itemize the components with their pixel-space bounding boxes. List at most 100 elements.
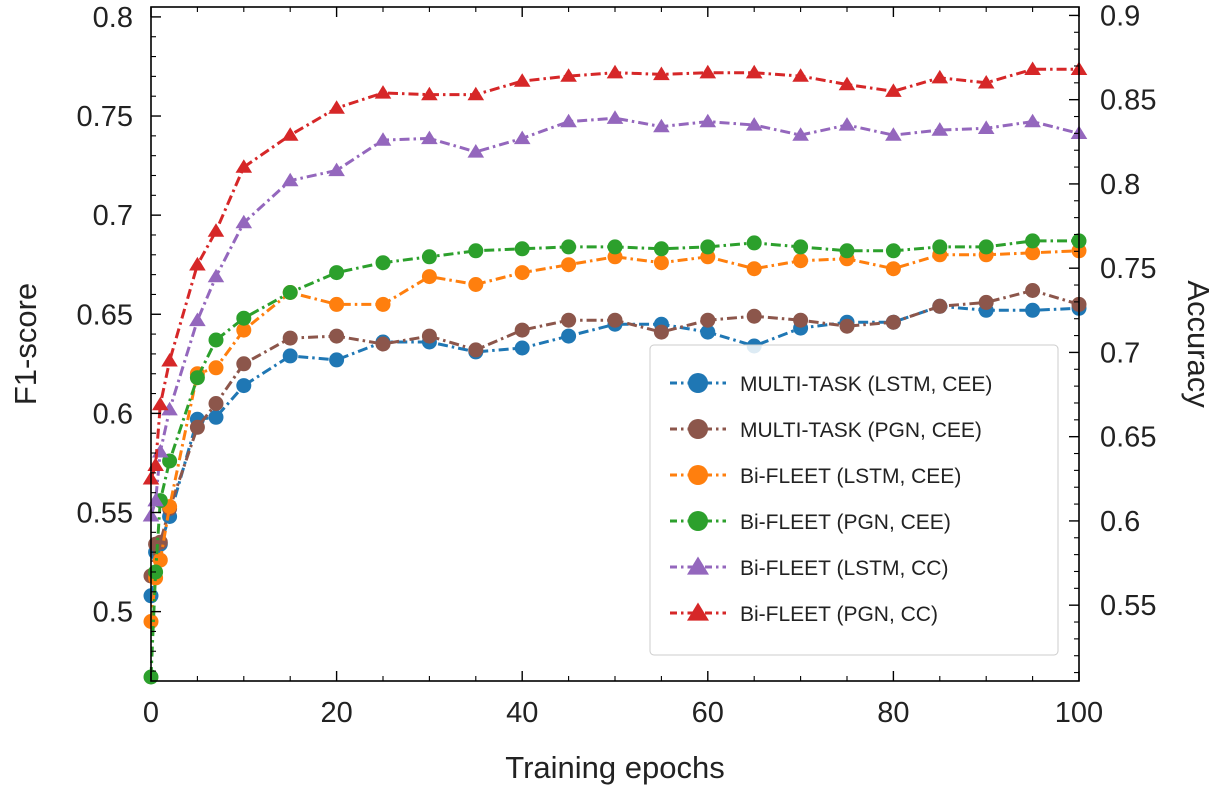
data-point	[838, 76, 856, 91]
legend-label: Bi-FLEET (PGN, CEE)	[740, 511, 951, 534]
data-point	[375, 296, 391, 312]
data-point	[514, 241, 530, 257]
y-tick-label: 0.65	[77, 299, 133, 331]
data-point	[421, 249, 437, 265]
data-point	[236, 378, 252, 394]
y-tick-label: 0.5	[93, 597, 133, 629]
data-point	[329, 352, 345, 368]
data-point	[375, 255, 391, 271]
legend-marker	[688, 419, 708, 439]
data-point	[793, 312, 809, 328]
data-point	[421, 130, 438, 145]
data-point	[374, 85, 392, 99]
data-point	[793, 239, 809, 255]
data-point	[560, 68, 577, 82]
legend-marker	[688, 511, 708, 531]
data-point	[208, 332, 224, 348]
legend-marker	[687, 602, 709, 621]
data-point	[189, 312, 206, 327]
data-point	[328, 162, 345, 177]
data-point	[561, 239, 577, 255]
data-point	[235, 159, 253, 173]
data-point	[978, 239, 994, 255]
data-point	[161, 353, 178, 367]
data-point	[885, 127, 902, 141]
y-tick-label: 0.8	[93, 2, 133, 34]
x-axis-title: Training epochs	[505, 750, 724, 785]
legend: MULTI-TASK (LSTM, CEE) MULTI-TASK (PGN, C…	[649, 344, 1059, 656]
data-point	[513, 130, 531, 145]
data-point	[885, 83, 902, 97]
data-point	[514, 265, 530, 281]
data-point	[977, 120, 995, 134]
legend-label: Bi-FLEET (LSTM, CEE)	[740, 465, 961, 488]
data-point	[281, 127, 299, 141]
data-point	[561, 257, 577, 273]
x-tick-label: 40	[506, 697, 538, 729]
data-point	[700, 239, 716, 255]
y2-tick-label: 0.6	[1100, 506, 1140, 538]
data-point	[792, 127, 809, 141]
data-point	[977, 75, 995, 89]
data-point	[839, 243, 855, 259]
series-3	[143, 233, 1087, 685]
data-point	[152, 552, 168, 568]
data-point	[885, 261, 901, 277]
legend-label: Bi-FLEET (LSTM, CC)	[740, 557, 948, 580]
y2-tick-label: 0.65	[1100, 422, 1156, 454]
data-point	[328, 100, 345, 114]
data-point	[236, 310, 252, 326]
data-point	[374, 132, 392, 146]
data-point	[189, 370, 205, 386]
data-point	[152, 396, 169, 411]
data-point	[207, 268, 225, 283]
data-point	[746, 261, 762, 277]
data-point	[653, 324, 669, 340]
data-point	[208, 409, 224, 425]
data-point	[699, 64, 717, 79]
data-point	[606, 64, 624, 79]
data-point	[607, 239, 623, 255]
y2-tick-label: 0.75	[1100, 253, 1156, 285]
data-point	[746, 235, 762, 251]
y-tick-label: 0.55	[77, 498, 133, 530]
data-point	[838, 117, 856, 131]
data-point	[932, 239, 948, 255]
data-point	[932, 298, 948, 314]
legend-marker	[687, 556, 709, 575]
x-tick-label: 80	[877, 697, 909, 729]
data-point	[793, 253, 809, 269]
data-point	[468, 342, 484, 358]
y-tick-label: 0.75	[77, 101, 133, 133]
ticks-layer: 0 20 40 60 80 100 0.5 0.55 0.6 0.65 0.7 0.75 0.8 0.55…	[77, 0, 1157, 729]
x-tick-label: 60	[692, 697, 724, 729]
data-point	[1025, 302, 1041, 318]
data-point	[1025, 233, 1041, 249]
data-point	[189, 256, 206, 271]
data-point	[1025, 283, 1041, 298]
data-point	[885, 243, 901, 259]
data-point	[653, 118, 670, 133]
data-point	[161, 401, 178, 416]
legend-label: MULTI-TASK (LSTM, CEE)	[740, 373, 992, 396]
data-point	[329, 265, 345, 281]
data-point	[207, 223, 225, 237]
data-point	[281, 172, 299, 187]
data-point	[1024, 113, 1041, 128]
data-point	[561, 312, 577, 328]
y2-tick-label: 0.55	[1100, 590, 1156, 622]
data-point	[208, 360, 224, 376]
data-point	[1025, 245, 1041, 261]
data-point	[329, 328, 345, 344]
data-point	[147, 457, 164, 471]
data-point	[329, 296, 345, 312]
data-point	[421, 86, 438, 101]
y2-tick-label: 0.85	[1100, 85, 1156, 117]
data-point	[421, 328, 437, 344]
data-point	[745, 64, 763, 79]
x-tick-label: 100	[1055, 697, 1103, 729]
data-point	[931, 122, 949, 136]
series-layer	[142, 61, 1088, 685]
y2-tick-label: 0.9	[1100, 0, 1140, 32]
legend-label: MULTI-TASK (PGN, CEE)	[740, 419, 982, 442]
